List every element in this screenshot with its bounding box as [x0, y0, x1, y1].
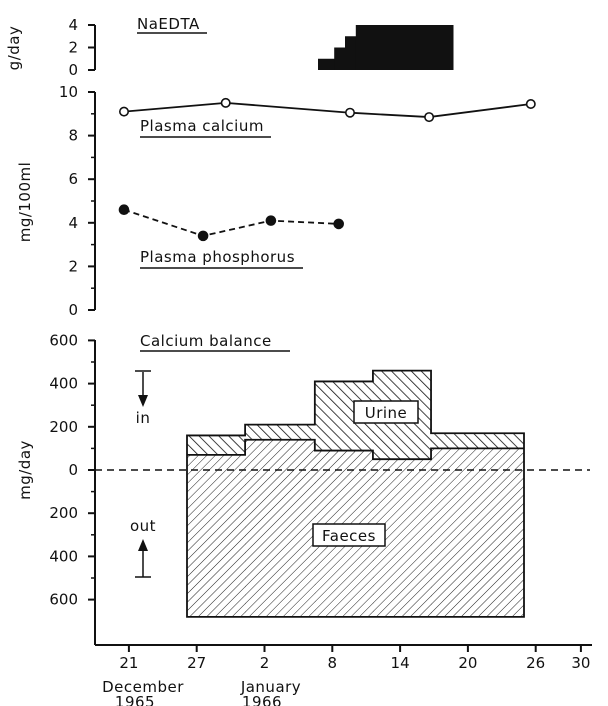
plasma-calcium-line	[123, 101, 531, 118]
plasma-y-tick-label-2: 6	[68, 170, 78, 188]
balance-ylabel: mg/day	[16, 440, 34, 500]
balance-title: Calcium balance	[140, 332, 272, 350]
plasma-phosphorus-label: Plasma phosphorus	[140, 248, 295, 266]
faeces-label: Faeces	[322, 527, 376, 545]
faeces-block-4	[431, 448, 525, 617]
edta-y-tick-label-1: 2	[68, 39, 78, 57]
intake-step-line	[187, 438, 524, 461]
x-tick-label-1: 27	[187, 654, 206, 672]
edta-title: NaEDTA	[137, 15, 200, 33]
plasma-y-tick-label-3: 4	[68, 214, 78, 232]
plasma-y-tick-label-0: 10	[59, 83, 78, 101]
plasma-phosphorus-point-3	[333, 218, 345, 230]
balance-y-tick-label-2: 200	[49, 418, 78, 436]
plasma-calcium-point-3	[424, 112, 435, 123]
balance-y-tick-label-6: 600	[49, 591, 78, 609]
out-label: out	[130, 517, 156, 535]
x-tick-label-5: 20	[458, 654, 477, 672]
edta-ylabel: g/day	[5, 26, 23, 71]
plasma-phosphorus-point-0	[118, 204, 130, 216]
year-label-1965: 1965	[115, 693, 155, 706]
x-tick-label-3: 8	[328, 654, 338, 672]
plasma-calcium-point-2	[344, 107, 355, 118]
plasma-calcium-point-1	[220, 97, 231, 108]
month-label-january: January	[240, 678, 301, 696]
urine-label: Urine	[365, 404, 408, 422]
edta-y-tick-label-2: 0	[68, 61, 78, 79]
out-arrow-icon	[138, 539, 148, 551]
faeces-block-1	[245, 439, 316, 617]
edta-step-0	[318, 58, 335, 70]
faeces-block-0	[187, 454, 246, 617]
x-tick-label-6: 26	[526, 654, 545, 672]
x-tick-label-2: 2	[260, 654, 270, 672]
x-tick-label-7: 30	[571, 654, 590, 672]
faeces-label-box	[312, 523, 386, 547]
urine-block-4	[431, 433, 525, 449]
balance-panel: Calcium balance mg/day 600 400 200 0 200 400 6…	[16, 331, 590, 645]
balance-y-tick-label-0: 600	[49, 331, 78, 349]
year-label-1966: 1966	[242, 693, 282, 706]
plasma-calcium-point-0	[119, 106, 130, 117]
edta-y-tick-label-0: 4	[68, 16, 78, 34]
x-axis: 21 27 2 8 14 20 26 30 December 1965 January 196…	[95, 644, 592, 706]
balance-outline	[186, 369, 525, 618]
month-label-december: December	[102, 678, 184, 696]
urine-block-0	[187, 435, 246, 455]
edta-step-3	[355, 25, 454, 70]
plasma-y-tick-label-4: 2	[68, 257, 78, 275]
plasma-phosphorus-point-1	[197, 230, 209, 242]
in-arrow-icon	[138, 395, 148, 407]
plasma-phosphorus-line	[123, 208, 339, 237]
plasma-ylabel: mg/100ml	[16, 162, 34, 243]
plasma-y-tick-label-1: 8	[68, 127, 78, 145]
balance-y-tick-label-3: 0	[68, 461, 78, 479]
x-tick-label-4: 14	[391, 654, 410, 672]
plasma-phosphorus-point-2	[265, 215, 277, 226]
balance-y-tick-label-5: 400	[49, 547, 78, 565]
urine-block-1	[245, 424, 316, 440]
urine-label-box	[353, 400, 419, 424]
x-tick-label-0: 21	[119, 654, 138, 672]
balance-y-tick-label-4: 200	[49, 504, 78, 522]
plasma-calcium-point-4	[525, 98, 536, 109]
plasma-panel: mg/100ml 10 8 6 4 2 0 Plasma calcium Plasma p…	[16, 83, 536, 319]
edta-step-1	[334, 47, 346, 70]
edta-step-2	[345, 36, 357, 70]
plasma-calcium-label: Plasma calcium	[140, 117, 264, 135]
balance-y-tick-label-1: 400	[49, 375, 78, 393]
plasma-y-tick-label-5: 0	[68, 301, 78, 319]
edta-panel: NaEDTA g/day 4 2 0	[5, 15, 454, 79]
in-label: in	[136, 409, 151, 427]
